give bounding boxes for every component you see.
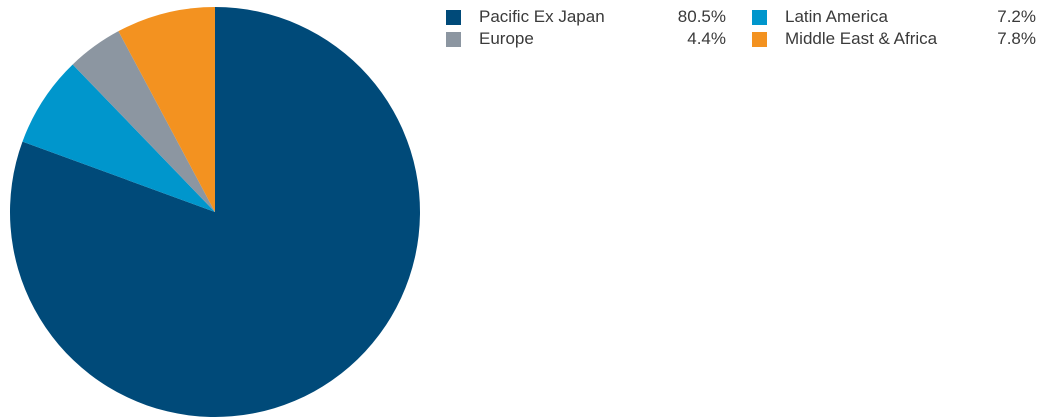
- legend-value-pacific-ex-japan: 80.5%: [677, 7, 726, 26]
- legend-item-europe: Europe 4.4%: [446, 28, 726, 50]
- pie-slice-europe: [72, 31, 215, 213]
- pie-slice-pacific-ex-japan: [9, 7, 420, 417]
- legend-value-europe: 4.4%: [687, 29, 726, 48]
- legend-swatch-pacific-ex-japan: [446, 9, 461, 25]
- legend-value-middle-east-africa: 7.8%: [997, 29, 1036, 48]
- pie-slice-middle-east-africa: [118, 7, 215, 212]
- pie-slices: [9, 7, 420, 417]
- legend-swatch-latin-america: [752, 9, 767, 25]
- legend-swatch-middle-east-africa: [752, 31, 767, 47]
- legend-label-europe: Europe: [479, 29, 534, 48]
- legend-item-middle-east-africa: Middle East & Africa 7.8%: [752, 28, 1036, 50]
- legend-label-pacific-ex-japan: Pacific Ex Japan: [479, 7, 605, 26]
- pie-slice-latin-america: [22, 64, 215, 212]
- pie-chart: [9, 7, 420, 417]
- legend-label-latin-america: Latin America: [785, 7, 888, 26]
- legend-value-latin-america: 7.2%: [997, 7, 1036, 26]
- legend-swatch-europe: [446, 31, 461, 47]
- legend-item-pacific-ex-japan: Pacific Ex Japan 80.5%: [446, 6, 726, 28]
- legend: Pacific Ex Japan 80.5% Europe 4.4% Latin…: [446, 6, 1036, 50]
- legend-label-middle-east-africa: Middle East & Africa: [785, 29, 938, 48]
- legend-item-latin-america: Latin America 7.2%: [752, 6, 1036, 28]
